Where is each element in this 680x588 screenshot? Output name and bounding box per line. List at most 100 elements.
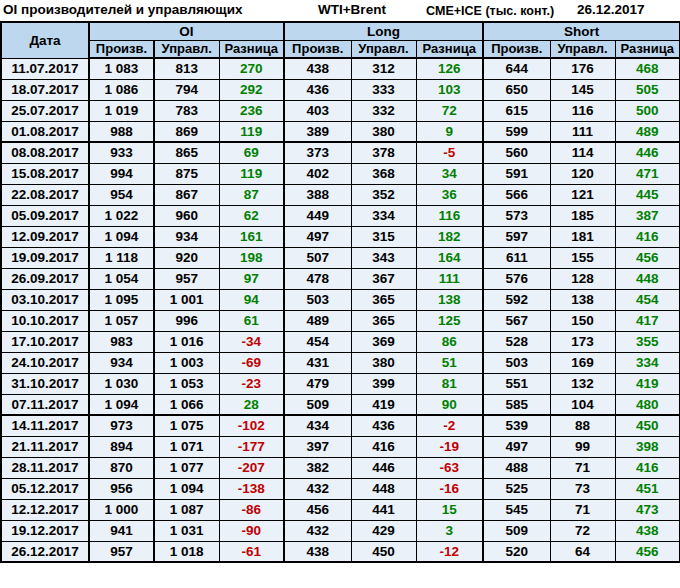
instrument-label: WTI+Brent [318,2,386,17]
value-cell: 1 118 [89,247,154,268]
table-row: 26.12.20179571 018-61438450-1252064456 [1,541,680,562]
value-cell: 111 [550,121,615,142]
value-cell: 539 [483,415,550,436]
table-row: 25.07.20171 01978323640333272615116500 [1,100,680,121]
value-cell: 99 [550,436,615,457]
value-cell: 389 [284,121,351,142]
value-cell: 585 [483,394,550,415]
value-cell: 169 [550,352,615,373]
value-cell: 503 [483,352,550,373]
diff-cell: -69 [219,352,284,373]
value-cell: 132 [550,373,615,394]
diff-cell: 438 [615,520,680,541]
diff-cell: 81 [416,373,483,394]
diff-cell: -86 [219,499,284,520]
value-cell: 416 [351,436,416,457]
value-cell: 941 [89,520,154,541]
value-cell: 1 095 [89,289,154,310]
value-cell: 181 [550,226,615,247]
value-cell: 813 [154,58,219,79]
group-header-cell-long: Long [284,22,483,40]
diff-cell: 28 [219,394,284,415]
value-cell: 920 [154,247,219,268]
date-cell: 05.09.2017 [1,205,89,226]
value-cell: 71 [550,499,615,520]
diff-cell: 456 [615,247,680,268]
value-cell: 894 [89,436,154,457]
value-cell: 783 [154,100,219,121]
table-row: 17.10.20179831 016-3445436986528173355 [1,331,680,352]
subheader-cell: Произв. [89,40,154,58]
table-row: 14.11.20179731 075-102434436-253988450 [1,415,680,436]
value-cell: 332 [351,100,416,121]
value-cell: 88 [550,415,615,436]
value-cell: 867 [154,184,219,205]
table-row: 07.11.20171 0941 0662850941990585104480 [1,394,680,415]
value-cell: 528 [483,331,550,352]
subheader-cell: Разница [416,40,483,58]
diff-cell: 182 [416,226,483,247]
value-cell: 1 083 [89,58,154,79]
diff-cell: 72 [416,100,483,121]
value-cell: 1 094 [89,394,154,415]
value-cell: 933 [89,142,154,163]
value-cell: 1 016 [154,331,219,352]
value-cell: 380 [351,121,416,142]
value-cell: 429 [351,520,416,541]
value-cell: 432 [284,478,351,499]
date-cell: 03.10.2017 [1,289,89,310]
value-cell: 560 [483,142,550,163]
value-cell: 1 071 [154,436,219,457]
subheader-cell: Разница [615,40,680,58]
diff-cell: 116 [416,205,483,226]
table-row: 03.10.20171 0951 00194503365138592138454 [1,289,680,310]
value-cell: 1 053 [154,373,219,394]
diff-cell: 61 [219,310,284,331]
value-cell: 591 [483,163,550,184]
value-cell: 173 [550,331,615,352]
value-cell: 1 087 [154,499,219,520]
date-cell: 17.10.2017 [1,331,89,352]
table-body: 11.07.20171 0838132704383121266441764681… [1,58,680,562]
value-cell: 869 [154,121,219,142]
value-cell: 72 [550,520,615,541]
diff-cell: 419 [615,373,680,394]
table-row: 12.09.20171 094934161497315182597181416 [1,226,680,247]
diff-cell: 9 [416,121,483,142]
value-cell: 1 054 [89,268,154,289]
table-row: 08.08.201793386569373378-5560114446 [1,142,680,163]
date-cell: 18.07.2017 [1,79,89,100]
diff-cell: -2 [416,415,483,436]
value-cell: 956 [89,478,154,499]
diff-cell: 3 [416,520,483,541]
diff-cell: 198 [219,247,284,268]
value-cell: 489 [284,310,351,331]
diff-cell: 34 [416,163,483,184]
value-cell: 1 057 [89,310,154,331]
value-cell: 369 [351,331,416,352]
value-cell: 573 [483,205,550,226]
value-cell: 1 018 [154,541,219,562]
value-cell: 1 019 [89,100,154,121]
report-title: OI производителей и управляющих [3,2,243,17]
table-row: 05.09.20171 02296062449334116573185387 [1,205,680,226]
diff-cell: 292 [219,79,284,100]
diff-cell: -90 [219,520,284,541]
value-cell: 431 [284,352,351,373]
date-cell: 14.11.2017 [1,415,89,436]
value-cell: 988 [89,121,154,142]
date-cell: 25.07.2017 [1,100,89,121]
value-cell: 150 [550,310,615,331]
table-row: 18.07.20171 086794292436333103650145505 [1,79,680,100]
table-row: 01.08.20179888691193893809599111489 [1,121,680,142]
value-cell: 509 [483,520,550,541]
diff-cell: -207 [219,457,284,478]
diff-cell: -177 [219,436,284,457]
diff-cell: -12 [416,541,483,562]
value-cell: 446 [351,457,416,478]
value-cell: 507 [284,247,351,268]
value-cell: 1 086 [89,79,154,100]
value-cell: 611 [483,247,550,268]
exchange-label: CME+ICE (тыс. конт.) [426,4,554,18]
value-cell: 650 [483,79,550,100]
